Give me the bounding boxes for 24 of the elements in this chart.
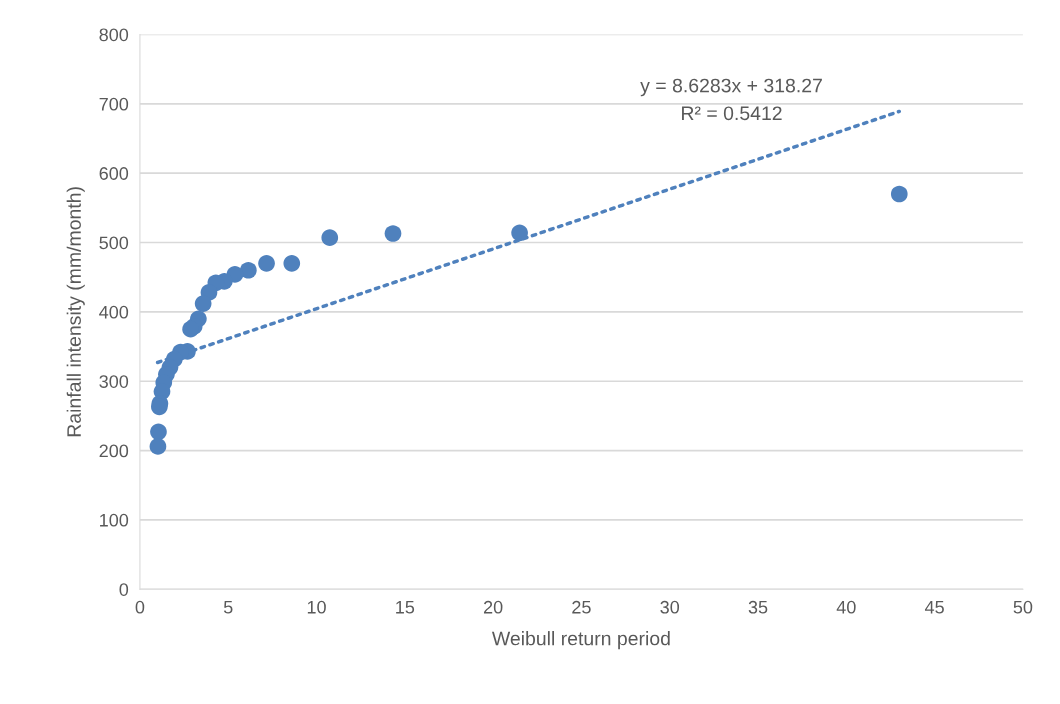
y-tick-label: 700 [99, 97, 129, 111]
y-tick-label: 600 [99, 167, 129, 180]
y-tick-label: 500 [99, 236, 129, 250]
x-tick-label: 10 [307, 600, 326, 614]
x-tick-label: 5 [223, 601, 233, 614]
x-tick-label: 35 [748, 600, 768, 614]
annotation: R² = 0.5412 [682, 106, 782, 121]
y-tick-label: 200 [99, 444, 129, 458]
x-tick-label: 45 [924, 601, 944, 614]
y-tick-label: 100 [100, 513, 129, 527]
y-tick-label: 400 [99, 305, 129, 319]
y-tick-label: 0 [119, 583, 129, 596]
y-tick-label: 800 [99, 28, 129, 42]
x-tick-label: 40 [836, 600, 856, 614]
x-tick-label: 20 [483, 600, 503, 614]
x-tick-label: 0 [135, 600, 145, 614]
x-tick-label: 50 [1013, 600, 1033, 614]
x-tick-label: 30 [660, 600, 680, 614]
x-axis-title: Weibull return period [491, 631, 670, 650]
x-tick-label: 25 [572, 600, 591, 614]
y-tick-label: 300 [99, 375, 129, 388]
x-tick-label: 15 [396, 601, 415, 614]
annotation: y = 8.6283x + 318.27 [640, 78, 822, 97]
y-axis-title: Rainfall intensity (mm/month) [66, 187, 85, 437]
